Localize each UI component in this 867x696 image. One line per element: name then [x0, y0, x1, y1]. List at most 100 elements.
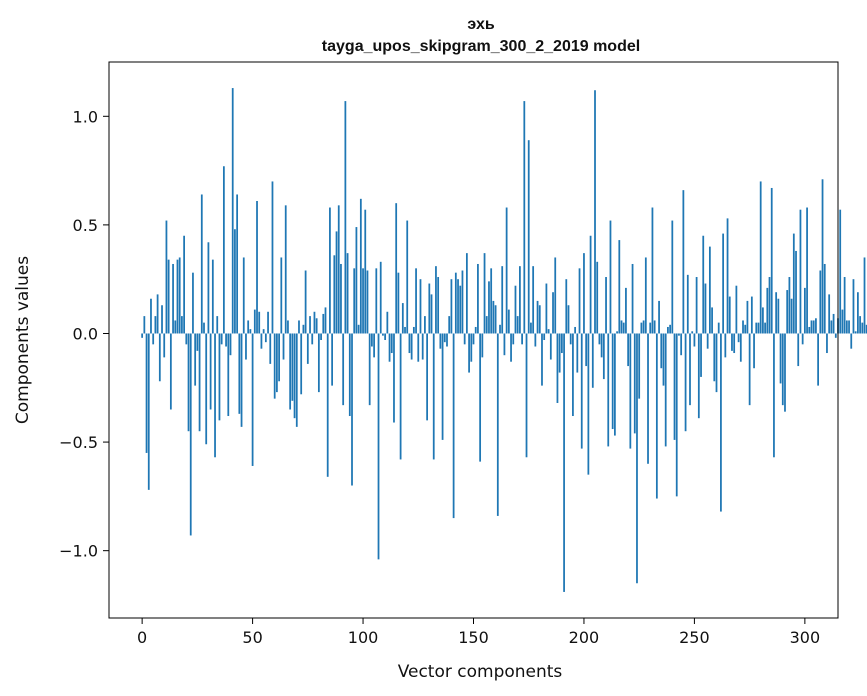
bar-298	[799, 209, 802, 334]
bar-79	[315, 318, 318, 334]
bar-8	[158, 333, 161, 382]
bar-102	[366, 270, 369, 334]
chart-title-line1: эхь	[467, 16, 495, 33]
y-tick-label: −1.0	[59, 542, 98, 561]
bar-211	[607, 333, 610, 447]
bar-133	[435, 266, 437, 334]
bar-265	[726, 218, 729, 334]
bar-28	[203, 322, 205, 334]
y-axis-ticks: −1.0 −0.5 0.0 0.5 1.0	[59, 107, 109, 561]
bar-222	[631, 263, 634, 334]
bar-256	[706, 333, 709, 349]
bar-294	[790, 298, 793, 334]
bar-271	[739, 333, 742, 362]
bar-229	[647, 333, 649, 464]
bar-115	[395, 203, 398, 334]
bar-37	[222, 166, 225, 334]
bar-327	[863, 257, 866, 334]
bar-51	[253, 309, 256, 334]
bar-67	[289, 333, 292, 410]
x-tick-label: 250	[679, 628, 710, 647]
bar-172	[521, 333, 523, 345]
bar-73	[302, 324, 305, 334]
bar-268	[733, 333, 736, 354]
bar-220	[627, 333, 630, 367]
bar-169	[514, 285, 517, 334]
bar-83	[324, 307, 327, 334]
bar-87	[333, 255, 336, 334]
bar-42	[234, 229, 236, 334]
bar-253	[700, 333, 702, 377]
bar-41	[231, 88, 234, 334]
bar-313	[832, 313, 835, 334]
y-axis-label: Components values	[13, 256, 33, 424]
bar-76	[309, 316, 311, 334]
bar-68	[291, 333, 294, 401]
bar-192	[565, 279, 568, 334]
bar-282	[764, 322, 766, 334]
bar-214	[614, 333, 616, 436]
bar-96	[353, 268, 356, 334]
bar-208	[600, 333, 603, 358]
bar-74	[304, 270, 307, 334]
bar-159	[492, 300, 495, 334]
bar-119	[404, 326, 406, 334]
bar-39	[227, 333, 230, 417]
bar-244	[680, 333, 683, 356]
bar-38	[225, 333, 227, 347]
bar-248	[689, 333, 691, 406]
x-tick-label: 100	[348, 628, 379, 647]
bar-226	[640, 322, 643, 334]
bar-165	[505, 207, 508, 334]
bar-145	[461, 270, 464, 334]
bar-111	[386, 311, 389, 334]
bar-230	[649, 322, 652, 334]
bar-312	[830, 320, 833, 334]
bar-98	[357, 324, 360, 334]
bar-18	[181, 316, 183, 334]
bar-93	[346, 253, 349, 334]
bar-233	[655, 333, 658, 499]
bar-235	[660, 333, 663, 369]
bar-81	[320, 333, 322, 340]
bar-32	[211, 259, 214, 334]
bar-176	[530, 322, 532, 334]
bar-52	[256, 201, 258, 334]
bar-113	[390, 333, 393, 354]
bar-183	[545, 283, 548, 334]
bar-167	[510, 333, 512, 362]
bar-141	[452, 333, 455, 519]
bar-136	[441, 333, 444, 440]
bar-31	[209, 333, 212, 410]
bar-91	[342, 333, 345, 406]
bar-149	[470, 333, 473, 362]
bar-30	[207, 242, 210, 334]
bar-14	[172, 263, 174, 334]
bar-108	[379, 261, 382, 334]
bar-123	[412, 326, 415, 334]
bar-100	[362, 268, 364, 334]
bar-86	[331, 333, 333, 386]
bar-240	[671, 220, 674, 334]
bar-299	[801, 333, 804, 345]
bar-317	[841, 309, 844, 334]
bar-77	[311, 333, 314, 345]
bar-314	[834, 333, 837, 338]
bar-55	[262, 329, 265, 334]
bar-116	[397, 272, 400, 334]
bar-62	[278, 333, 280, 382]
bar-75	[306, 333, 309, 364]
bar-297	[797, 333, 800, 367]
bar-43	[236, 194, 239, 334]
bar-58	[269, 333, 272, 364]
bar-296	[795, 250, 797, 334]
bar-142	[454, 272, 457, 334]
bar-209	[602, 333, 605, 380]
bar-25	[196, 333, 199, 351]
bar-264	[724, 333, 727, 358]
bar-148	[468, 333, 470, 373]
bar-319	[845, 320, 848, 334]
bar-288	[777, 298, 780, 334]
bar-80	[317, 333, 320, 393]
bar-24	[194, 333, 197, 386]
